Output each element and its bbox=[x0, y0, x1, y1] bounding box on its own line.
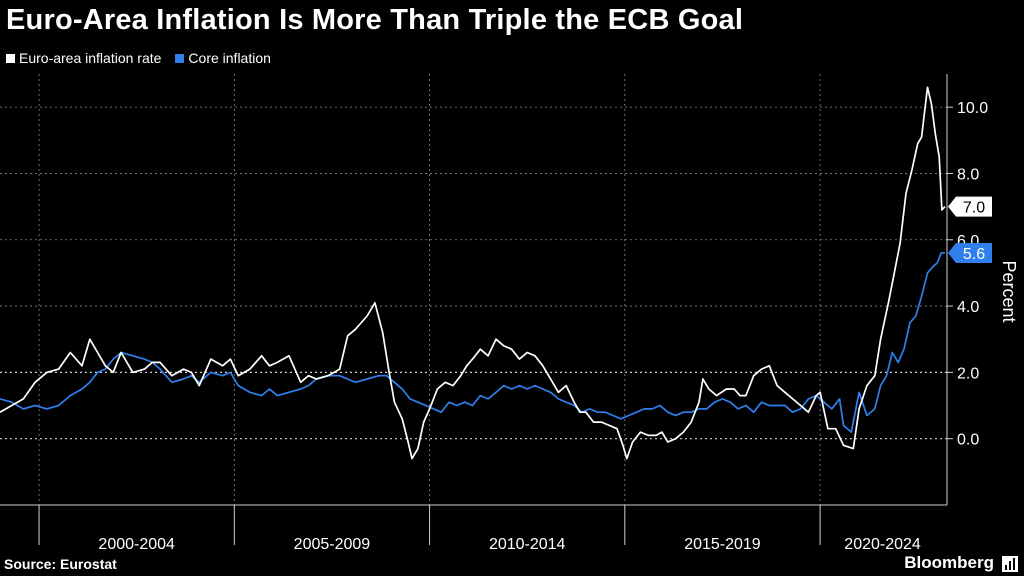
x-period-label: 2005-2009 bbox=[294, 536, 371, 553]
y-tick-label: 8.0 bbox=[957, 166, 979, 183]
series-line-headline bbox=[0, 86, 946, 460]
legend-swatch-headline bbox=[6, 53, 15, 63]
x-period-label: 2010-2014 bbox=[489, 536, 566, 553]
y-tick-label: 2.0 bbox=[957, 365, 979, 382]
legend: Euro-area inflation rate Core inflation bbox=[6, 50, 271, 66]
series-line-core bbox=[0, 252, 945, 433]
chart-title: Euro-Area Inflation Is More Than Triple … bbox=[6, 4, 744, 36]
y-axis-title: Percent bbox=[999, 260, 1019, 322]
legend-label-headline: Euro-area inflation rate bbox=[19, 50, 162, 66]
last-value-label-core: 5.6 bbox=[963, 246, 985, 263]
last-value-flag-headline bbox=[948, 196, 992, 217]
legend-item-core: Core inflation bbox=[175, 50, 271, 66]
x-period-label: 2015-2019 bbox=[684, 536, 761, 553]
bloomberg-mark-icon bbox=[1002, 556, 1018, 572]
legend-swatch-core bbox=[175, 53, 185, 63]
x-period-label: 2000-2004 bbox=[98, 536, 175, 553]
last-value-flag-core bbox=[948, 243, 992, 264]
bloomberg-logo: Bloomberg bbox=[904, 553, 994, 572]
x-period-label: 2020-2024 bbox=[844, 536, 921, 553]
last-value-label-headline: 7.0 bbox=[963, 200, 985, 217]
legend-label-core: Core inflation bbox=[188, 50, 271, 66]
source-note: Source: Eurostat bbox=[4, 556, 117, 572]
y-tick-label: 4.0 bbox=[957, 299, 979, 316]
y-tick-label: 0.0 bbox=[957, 432, 979, 449]
legend-item-headline: Euro-area inflation rate bbox=[6, 50, 161, 66]
y-tick-label: 10.0 bbox=[957, 100, 988, 117]
